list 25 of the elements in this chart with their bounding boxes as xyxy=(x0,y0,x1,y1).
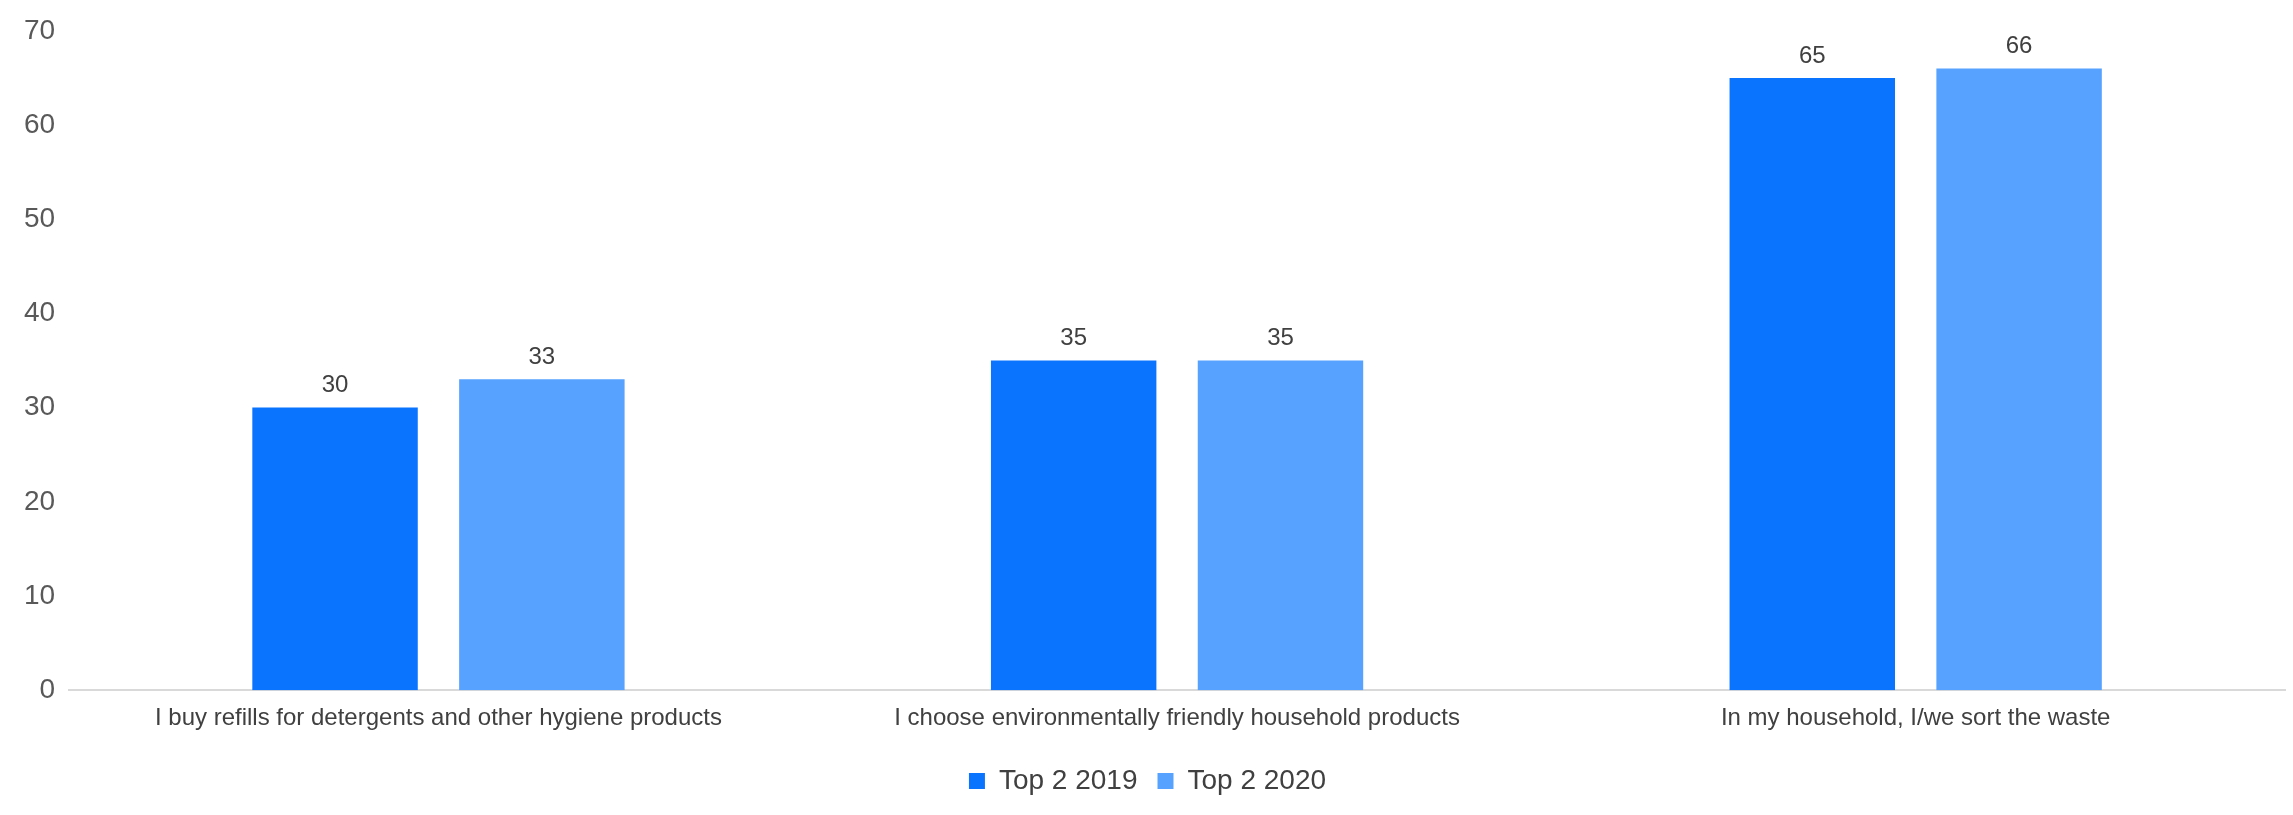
y-tick-label: 30 xyxy=(23,390,56,422)
legend-label: Top 2 2019 xyxy=(998,763,1138,795)
y-tick-label: 20 xyxy=(23,484,56,516)
y-tick-label: 50 xyxy=(23,201,56,233)
data-label: 66 xyxy=(2005,31,2033,59)
bar xyxy=(459,379,625,691)
x-tick-label: I choose environmentally friendly household products xyxy=(894,703,1460,731)
x-tick-label: I buy refills for detergents and other hygiene products xyxy=(154,703,722,731)
y-tick-label: 60 xyxy=(23,107,56,139)
y-tick-label: 70 xyxy=(23,13,56,45)
x-tick-label: In my household, I/we sort the waste xyxy=(1720,703,2111,731)
y-tick-label: 0 xyxy=(39,672,56,704)
bar xyxy=(1197,360,1364,691)
data-label: 65 xyxy=(1798,40,1826,68)
data-label: 35 xyxy=(1267,323,1294,351)
data-label: 30 xyxy=(321,370,349,398)
data-label: 33 xyxy=(528,341,556,369)
bar xyxy=(252,407,418,691)
bar xyxy=(990,360,1157,691)
y-tick-label: 40 xyxy=(23,296,56,328)
legend-label: Top 2 2020 xyxy=(1187,763,1327,795)
data-label: 35 xyxy=(1060,323,1088,351)
bar xyxy=(1936,68,2102,691)
bar xyxy=(1729,77,1896,691)
y-tick-label: 10 xyxy=(23,578,56,610)
